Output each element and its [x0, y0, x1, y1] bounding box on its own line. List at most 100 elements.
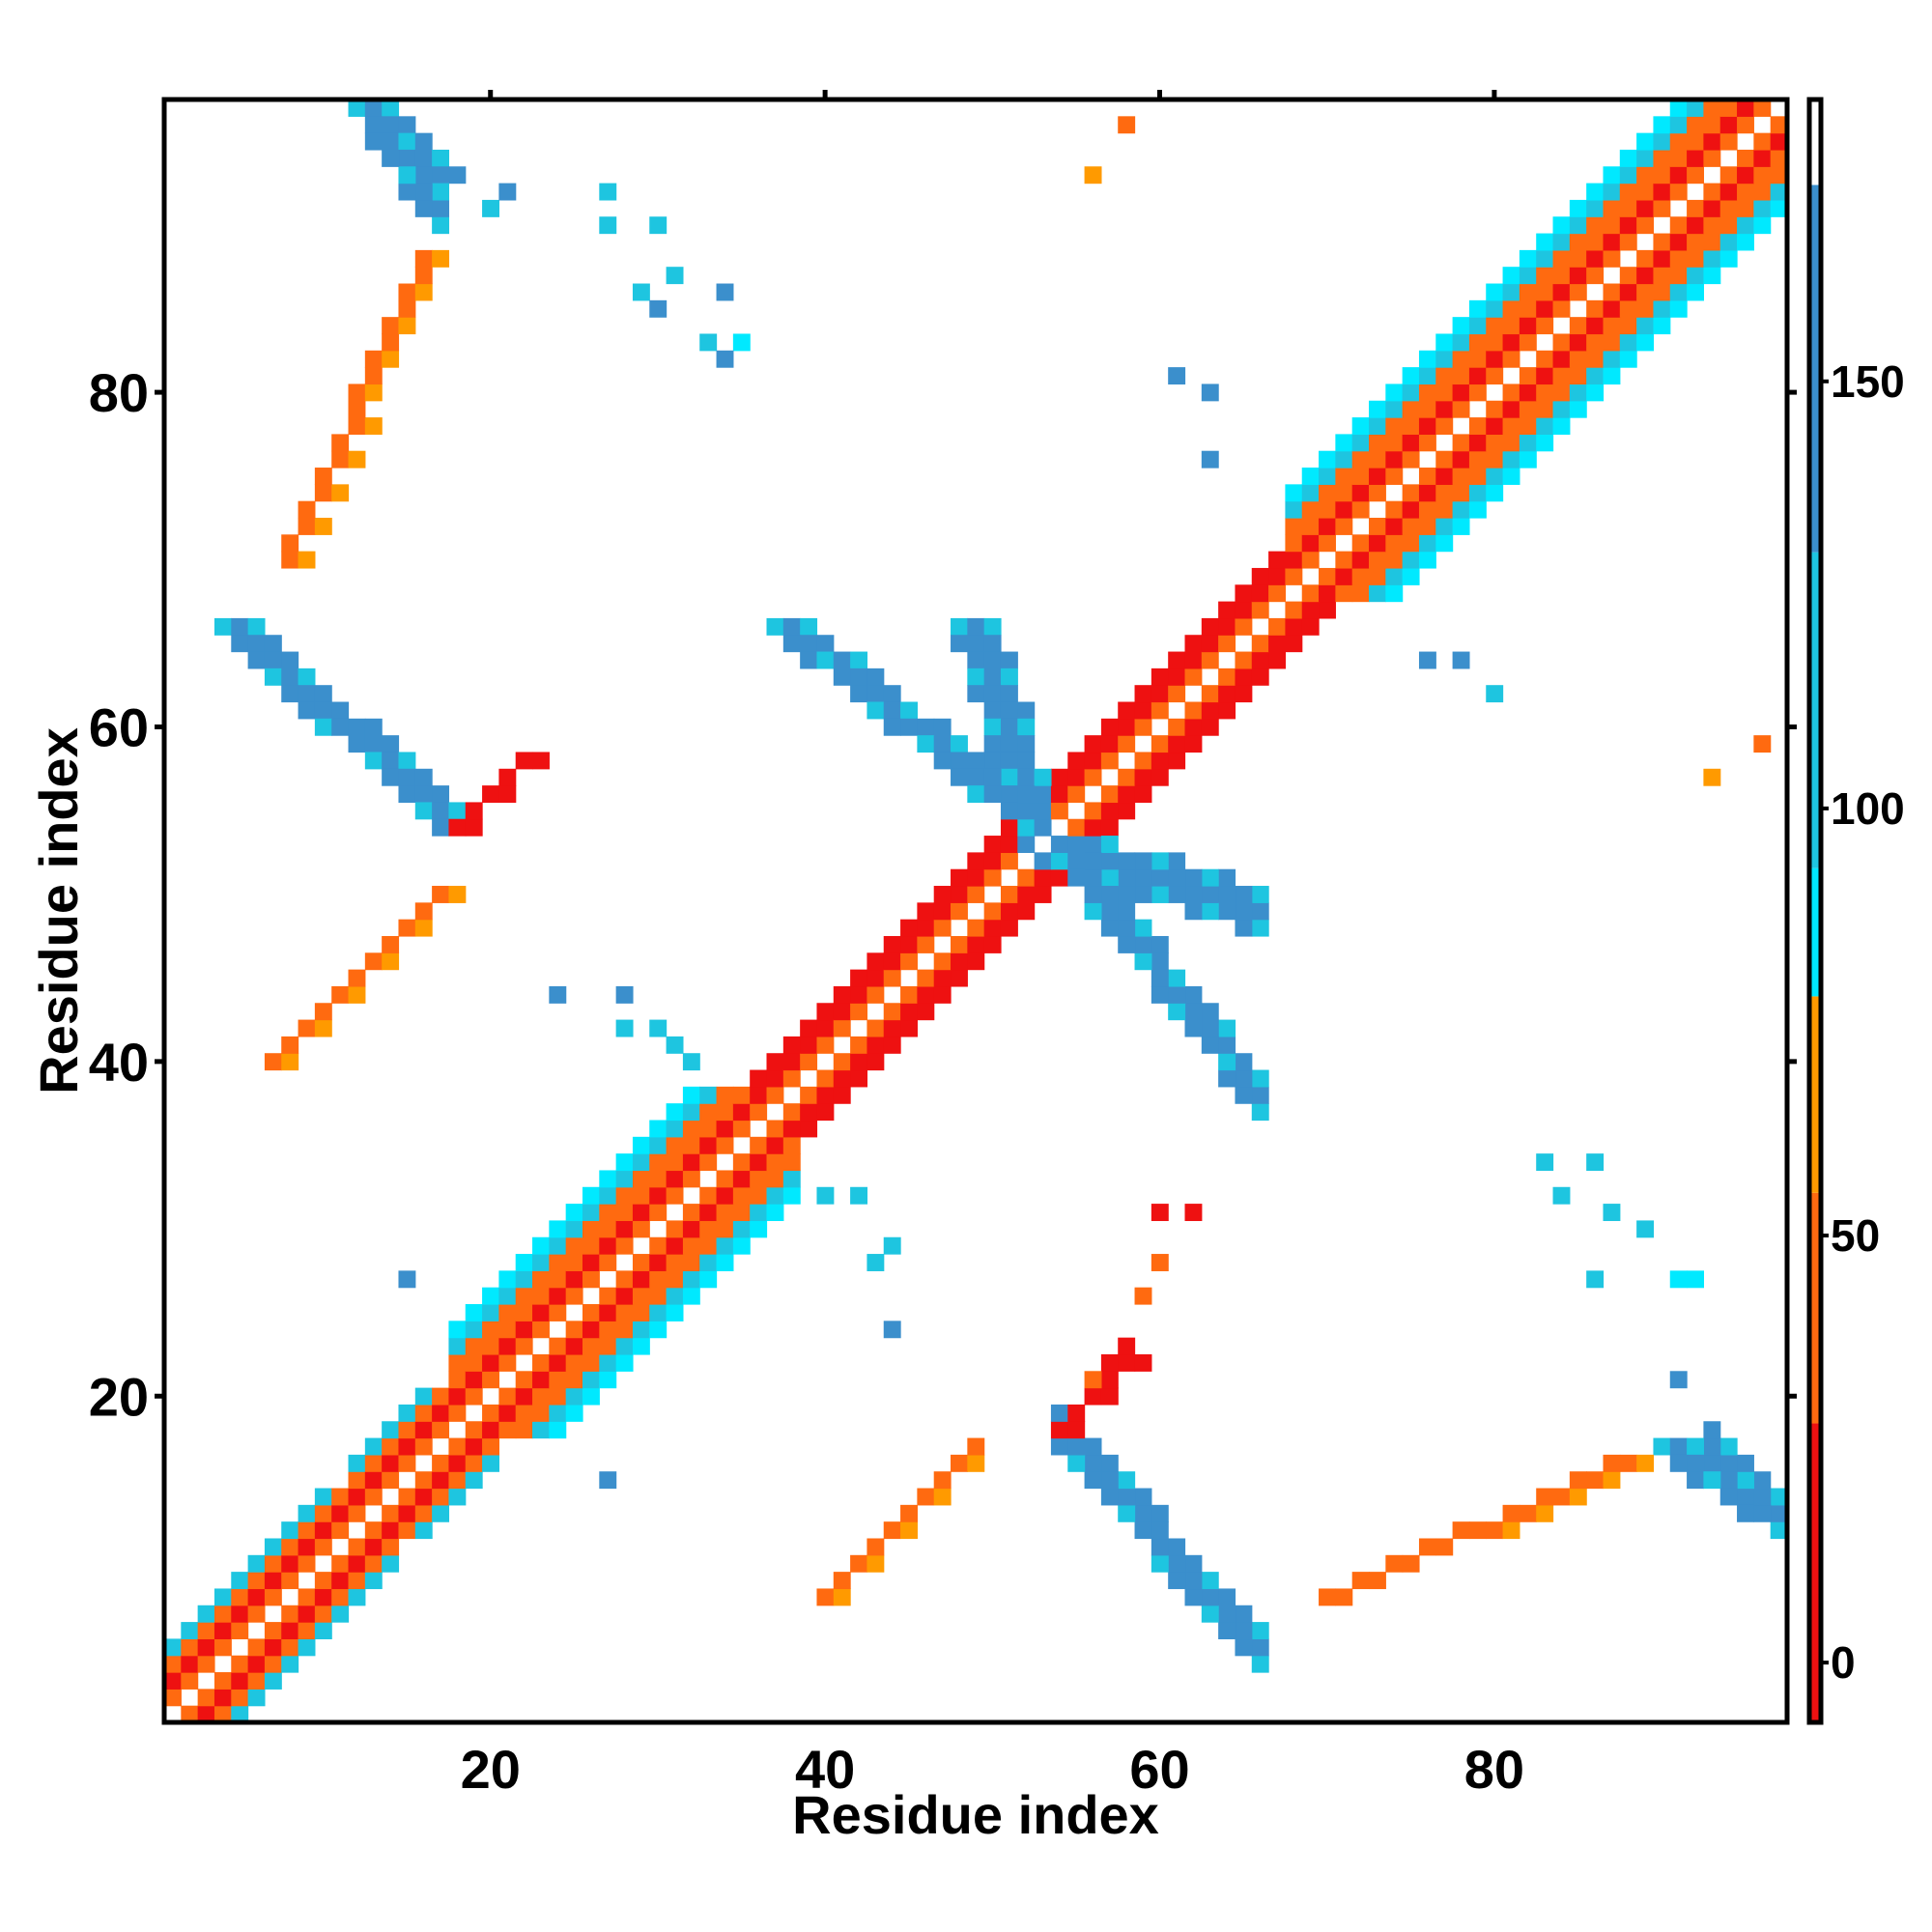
heatmap-cell [699, 333, 718, 352]
heatmap-cell [1536, 233, 1554, 251]
heatmap-cell [465, 1454, 483, 1472]
heatmap-cell [1218, 868, 1236, 887]
heatmap-cell [1603, 249, 1621, 268]
heatmap-cell [298, 1521, 316, 1540]
heatmap-cell [1000, 735, 1018, 753]
heatmap-cell [515, 1270, 533, 1289]
heatmap-cell [281, 1605, 299, 1623]
heatmap-cell [247, 1605, 266, 1623]
heatmap-cell [1251, 1103, 1269, 1122]
heatmap-cell [1586, 333, 1605, 352]
heatmap-cell [1468, 500, 1487, 519]
heatmap-cell [1251, 1086, 1269, 1104]
heatmap-cell [364, 350, 383, 368]
heatmap-cell [917, 902, 935, 921]
heatmap-cell [699, 1136, 718, 1154]
heatmap-cell [933, 952, 952, 971]
heatmap-cell [465, 1337, 483, 1355]
heatmap-cell [1753, 199, 1772, 217]
heatmap-cell [549, 1254, 567, 1271]
heatmap-cell [482, 1454, 499, 1472]
heatmap-cell [1000, 852, 1018, 870]
heatmap-cell [1100, 836, 1119, 853]
heatmap-cell [1719, 216, 1738, 235]
heatmap-cell [1435, 500, 1454, 519]
heatmap-cell [364, 1454, 383, 1472]
heatmap-cell [933, 718, 952, 736]
heatmap-cell [967, 935, 985, 953]
heatmap-cell [1134, 768, 1152, 786]
heatmap-cell [1669, 299, 1688, 318]
heatmap-cell [615, 1287, 634, 1305]
heatmap-cell [1719, 249, 1738, 268]
heatmap-cell [1519, 267, 1537, 285]
y-tick-label: 60 [89, 696, 149, 757]
heatmap-cell [1268, 551, 1287, 569]
heatmap-cell [1100, 802, 1119, 820]
heatmap-cell [917, 985, 935, 1004]
heatmap-cell [1201, 617, 1219, 636]
heatmap-cell [732, 1086, 751, 1104]
heatmap-cell [1118, 852, 1136, 870]
heatmap-cell [1603, 183, 1621, 201]
heatmap-cell [951, 952, 968, 971]
heatmap-cell [565, 1353, 583, 1372]
heatmap-cell [1753, 99, 1772, 117]
heatmap-cell [164, 1638, 182, 1657]
heatmap-cell [515, 1254, 533, 1271]
heatmap-cell [1619, 166, 1637, 185]
heatmap-cell [850, 1186, 868, 1205]
heatmap-cell [264, 1622, 282, 1640]
heatmap-cell [264, 1672, 282, 1690]
heatmap-cell [766, 1170, 784, 1188]
heatmap-cell [1134, 1287, 1152, 1305]
heatmap-cell [1586, 384, 1605, 402]
heatmap-cell [1687, 267, 1705, 285]
heatmap-cell [1100, 1371, 1119, 1389]
heatmap-cell [582, 1254, 600, 1271]
heatmap-cell [1134, 1488, 1152, 1506]
heatmap-cell [549, 1404, 567, 1422]
heatmap-cell [716, 283, 734, 301]
heatmap-cell [1184, 735, 1203, 753]
heatmap-cell [883, 701, 901, 720]
heatmap-cell [1385, 468, 1404, 485]
heatmap-cell [1502, 283, 1520, 301]
heatmap-cell [1418, 651, 1436, 669]
heatmap-cell [1703, 183, 1721, 201]
heatmap-cell [1050, 1421, 1068, 1439]
heatmap-cell [1552, 1488, 1571, 1506]
heatmap-cell [298, 1554, 316, 1573]
heatmap-cell [833, 1019, 851, 1037]
heatmap-cell [482, 1371, 499, 1389]
heatmap-cell [1486, 685, 1504, 703]
heatmap-cell [582, 1353, 600, 1372]
heatmap-cell [682, 1086, 700, 1104]
heatmap-cell [1719, 199, 1738, 217]
heatmap-cell [1285, 635, 1303, 653]
heatmap-cell [1319, 517, 1336, 535]
heatmap-cell [1435, 384, 1454, 402]
heatmap-cell [1134, 1353, 1152, 1372]
heatmap-cell [1251, 902, 1269, 921]
heatmap-cell [1335, 551, 1353, 569]
heatmap-cell [1000, 752, 1018, 770]
heatmap-cell [867, 668, 885, 686]
heatmap-cell [782, 1120, 801, 1138]
heatmap-cell [1184, 985, 1203, 1004]
heatmap-cell [549, 1421, 567, 1439]
heatmap-cell [382, 350, 400, 368]
heatmap-cell [1703, 99, 1721, 117]
heatmap-cell [716, 1170, 734, 1188]
heatmap-cell [1251, 567, 1269, 585]
heatmap-cell [850, 985, 868, 1004]
heatmap-cell [1636, 149, 1655, 167]
heatmap-cell [900, 1019, 918, 1037]
heatmap-cell [967, 617, 985, 636]
heatmap-cell [1285, 617, 1303, 636]
heatmap-cell [1235, 685, 1253, 703]
heatmap-cell [482, 1404, 499, 1422]
heatmap-cell [1285, 517, 1303, 535]
heatmap-cell [1050, 768, 1068, 786]
heatmap-cell [1468, 484, 1487, 502]
